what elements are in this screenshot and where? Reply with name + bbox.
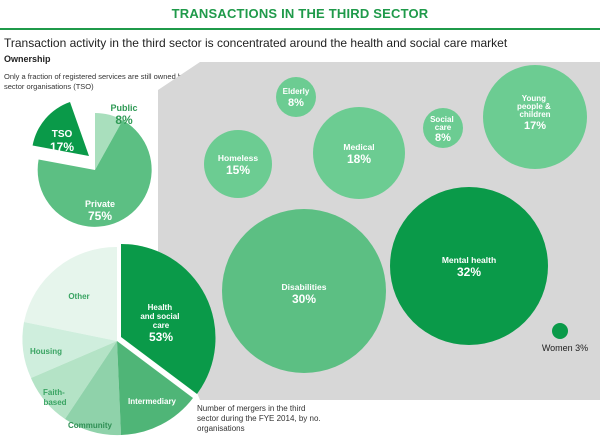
value-elderly: 8% <box>288 97 304 109</box>
bubble-social-care <box>423 108 463 148</box>
mergers-pie <box>22 243 216 436</box>
label-medical: Medical <box>343 142 374 152</box>
label-community: Community <box>68 421 113 430</box>
bubble-homeless <box>204 130 272 198</box>
label-mental-health: Mental health <box>442 255 496 265</box>
section-label-ownership: Ownership <box>4 54 51 64</box>
label-health-social-care: Health and social care <box>140 303 181 330</box>
label-social-care-line1: Social <box>430 115 454 124</box>
pie-slice-intermediary <box>117 341 193 435</box>
bubble-chart <box>204 65 587 373</box>
value-disabilities: 30% <box>292 292 316 306</box>
label-public: Public <box>110 103 137 113</box>
label-intermediary: Intermediary <box>128 397 177 406</box>
label-health-line2: and social <box>140 312 179 321</box>
label-faith-line2: based <box>43 398 66 407</box>
bubble-elderly <box>276 77 316 117</box>
pie-slice-faith-based <box>31 341 117 419</box>
label-social-care-line2: care <box>435 123 452 132</box>
mergers-note: Number of mergers in the third sector du… <box>197 404 321 433</box>
bubble-mental-health <box>390 187 548 345</box>
bubble-disabilities <box>222 209 386 373</box>
label-social-care: Social care <box>430 115 456 132</box>
ownership-pie <box>32 102 152 227</box>
value-medical: 18% <box>347 152 371 166</box>
value-private: 75% <box>88 209 112 223</box>
label-faith-based: Faith- based <box>43 388 67 407</box>
pie-slice-public <box>95 113 123 170</box>
ownership-note: Only a fraction of registered services a… <box>4 72 203 91</box>
label-health-line3: care <box>153 321 170 330</box>
label-women: Women 3% <box>542 343 588 353</box>
value-homeless: 15% <box>226 163 250 177</box>
label-tso: TSO <box>52 129 73 140</box>
page-subtitle: Transaction activity in the third sector… <box>4 36 508 50</box>
label-faith-line1: Faith- <box>43 388 65 397</box>
title-divider <box>0 28 600 30</box>
label-disabilities: Disabilities <box>282 282 327 292</box>
pie-slice-community <box>65 341 121 436</box>
value-young-people: 17% <box>524 120 546 132</box>
value-public: 8% <box>115 113 133 127</box>
pie-slice-tso <box>32 102 89 156</box>
bubble-medical <box>313 107 405 199</box>
label-elderly: Elderly <box>283 87 310 96</box>
label-young-people-line3: children <box>519 110 550 119</box>
value-mental-health: 32% <box>457 265 481 279</box>
bubble-women <box>552 323 568 339</box>
label-young-people-line1: Young <box>522 94 546 103</box>
label-health-line1: Health <box>148 303 173 312</box>
label-homeless: Homeless <box>218 153 258 163</box>
label-other: Other <box>68 292 89 301</box>
label-young-people-line2: people & <box>517 102 551 111</box>
page-title: TRANSACTIONS IN THE THIRD SECTOR <box>171 6 429 21</box>
value-tso: 17% <box>50 140 74 154</box>
pie-slice-health <box>121 243 216 394</box>
label-housing: Housing <box>30 347 62 356</box>
pie-slice-private <box>37 120 152 227</box>
label-private: Private <box>85 199 115 209</box>
value-social-care: 8% <box>435 132 451 144</box>
bubble-young-people <box>483 65 587 169</box>
label-young-people: Young people & children <box>517 94 553 119</box>
value-health-social-care: 53% <box>149 330 173 344</box>
pie-slice-other <box>24 246 117 341</box>
pie-slice-housing <box>22 322 118 378</box>
